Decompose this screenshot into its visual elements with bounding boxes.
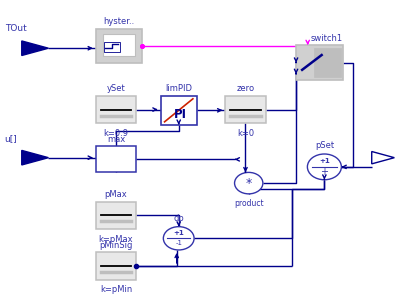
Bar	[103, 34, 135, 56]
Text: k=pMax: k=pMax	[98, 235, 133, 244]
Text: +1: +1	[173, 230, 183, 237]
Text: zero: zero	[236, 84, 254, 93]
Text: k=0.9: k=0.9	[103, 129, 128, 138]
Bar	[96, 146, 136, 172]
Text: +1: +1	[318, 159, 329, 164]
Text: max: max	[107, 135, 125, 144]
Text: pMinSig: pMinSig	[99, 241, 132, 250]
Text: -1: -1	[175, 240, 182, 246]
Bar	[295, 45, 342, 80]
Text: limPID: limPID	[165, 84, 192, 93]
Text: PI: PI	[174, 108, 187, 121]
Bar	[104, 42, 119, 52]
Text: dp: dp	[173, 214, 183, 223]
Text: k=pMin: k=pMin	[100, 285, 132, 294]
Bar	[96, 201, 136, 229]
Circle shape	[307, 154, 341, 180]
Text: k=0: k=0	[237, 129, 254, 138]
Text: pSet: pSet	[314, 141, 333, 150]
Bar	[225, 96, 265, 123]
Bar	[313, 48, 340, 77]
Text: ySet: ySet	[107, 84, 125, 93]
Circle shape	[163, 227, 194, 250]
Text: switch1: switch1	[310, 34, 342, 43]
Text: hyster..: hyster..	[103, 18, 134, 26]
Bar	[96, 96, 136, 123]
Polygon shape	[22, 150, 48, 165]
Text: u[]: u[]	[5, 134, 17, 143]
Circle shape	[234, 172, 262, 194]
Bar	[96, 252, 136, 280]
Text: *: *	[245, 176, 251, 190]
Text: TOut: TOut	[5, 24, 26, 33]
Text: +: +	[320, 167, 328, 177]
Polygon shape	[22, 41, 48, 55]
Bar	[160, 96, 196, 125]
Bar	[96, 29, 142, 63]
Text: product: product	[233, 199, 263, 209]
Text: pMax: pMax	[104, 190, 127, 199]
